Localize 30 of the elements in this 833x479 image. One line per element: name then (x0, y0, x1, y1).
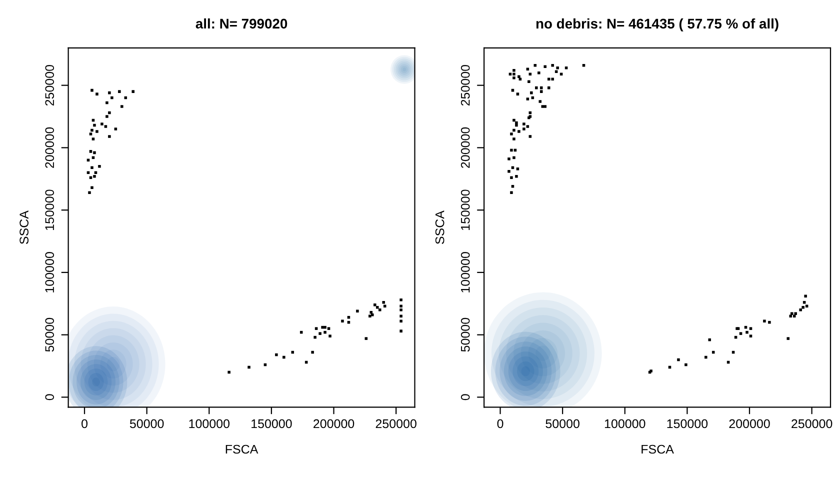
y-tick-label: 0 (45, 394, 54, 400)
x-tick-label: 50000 (130, 419, 164, 428)
x-tick-label: 250000 (792, 419, 832, 428)
y-tick-label: 100000 (460, 252, 470, 292)
y-tick-label: 100000 (45, 252, 54, 292)
y-tick-label: 250000 (45, 64, 54, 106)
x-tick-label: 0 (497, 419, 504, 428)
x-tick-label: 200000 (314, 419, 354, 428)
y-tick-label: 150000 (460, 190, 470, 230)
x-tick-label: 250000 (376, 419, 416, 428)
chart-title: all: N= 799020 (196, 18, 288, 29)
y-tick-label: 50000 (460, 318, 470, 352)
y-tick-label: 200000 (460, 127, 470, 168)
x-tick-label: 50000 (546, 419, 580, 428)
x-axis-title: FSCA (642, 444, 674, 454)
x-tick-label: 100000 (604, 419, 646, 428)
y-tick-label: 250000 (460, 64, 470, 106)
y-axis-title: SSCA (20, 210, 28, 244)
chart-title: no debris: N= 461435 ( 57.75 % of all) (536, 18, 778, 32)
x-tick-label: 150000 (252, 419, 292, 428)
x-tick-label: 200000 (729, 419, 770, 428)
y-axis-title: SSCA (435, 210, 444, 244)
y-tick-label: 0 (460, 394, 470, 400)
y-tick-label: 50000 (45, 318, 54, 352)
x-tick-label: 150000 (667, 419, 708, 428)
y-tick-label: 200000 (45, 127, 54, 168)
y-tick-label: 150000 (45, 190, 54, 230)
x-axis-title: FSCA (226, 444, 258, 454)
x-tick-label: 0 (82, 419, 88, 428)
x-tick-label: 100000 (189, 419, 230, 428)
